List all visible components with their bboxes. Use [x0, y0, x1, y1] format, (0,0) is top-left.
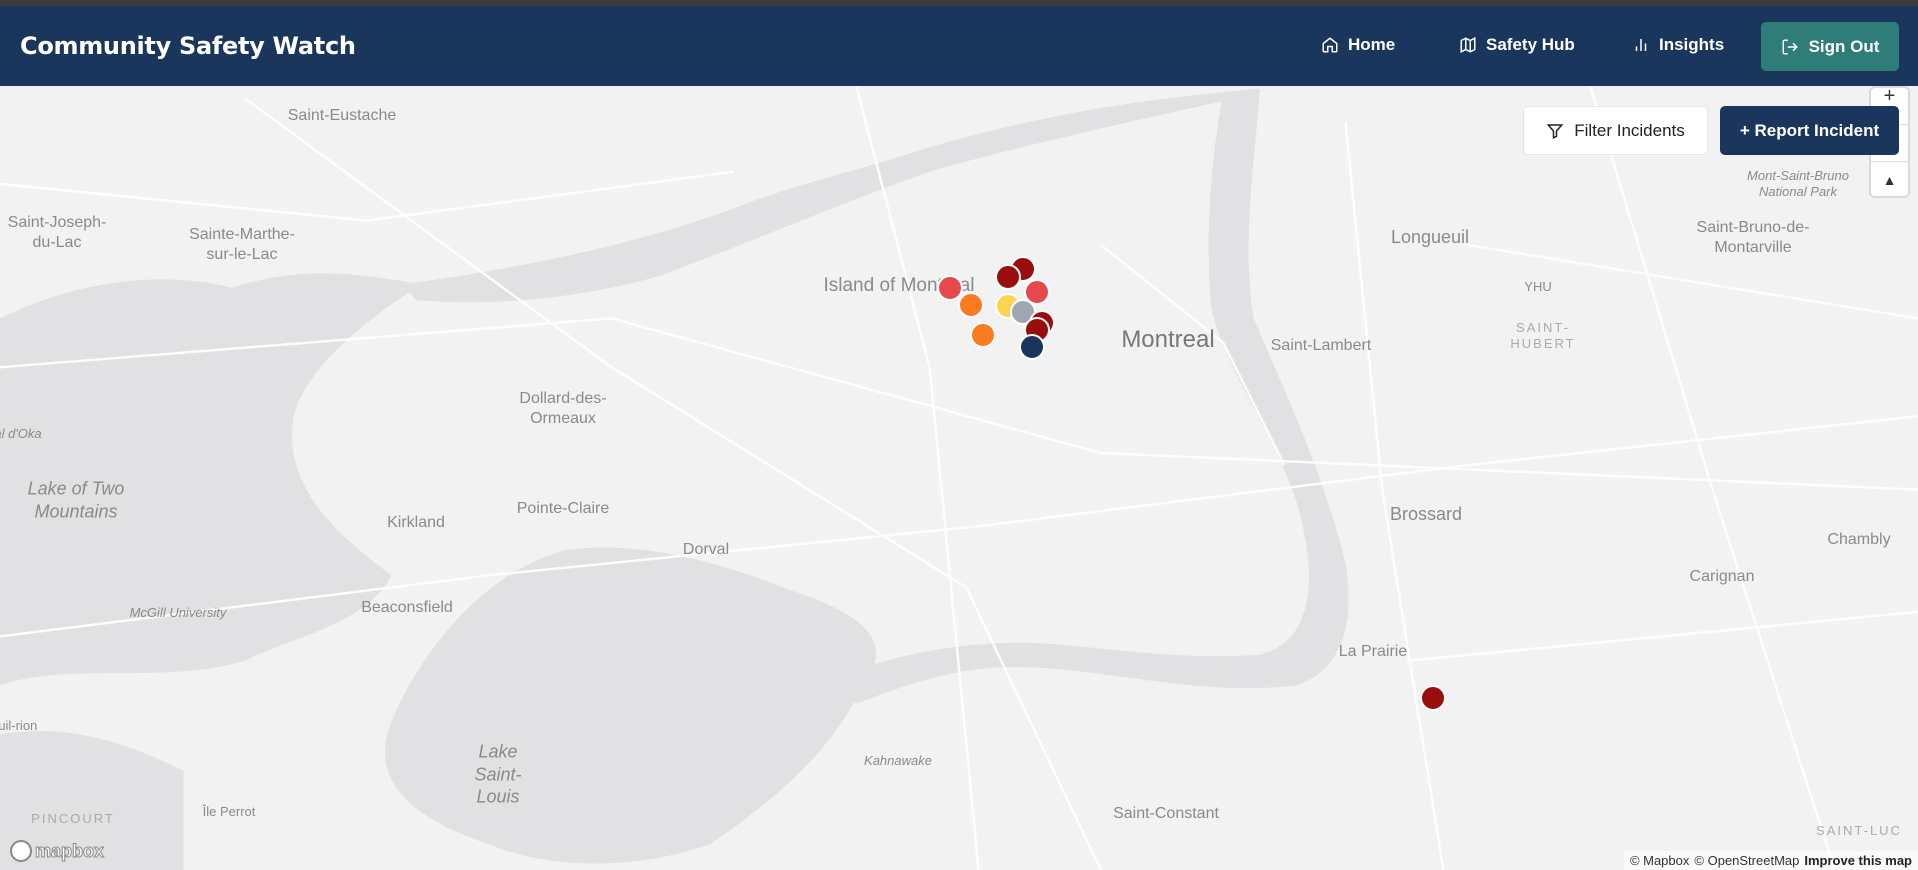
incident-marker-red[interactable] [937, 275, 963, 301]
map-basemap [0, 86, 1918, 870]
map-label: SAINT-HUBERT [1510, 319, 1576, 351]
mapbox-logo[interactable]: mapbox [10, 840, 105, 862]
map-label: Île Perrot [202, 803, 256, 819]
map-label: Lake of Two Mountains [27, 478, 125, 522]
incident-marker-navy[interactable] [1019, 334, 1045, 360]
window-top-strip [0, 0, 1918, 6]
map-label: Chambly [1827, 531, 1891, 548]
map-label: McGill University [129, 604, 227, 620]
map-label: PINCOURT [31, 810, 115, 826]
incident-marker-darkred[interactable] [995, 264, 1021, 290]
compass-button[interactable]: ▲ [1882, 172, 1897, 188]
nav-insights-label: Insights [1659, 35, 1725, 54]
app-title: Community Safety Watch [20, 32, 356, 60]
map-label: Mont-Saint-Bruno National Park [1747, 167, 1849, 199]
report-incident-button[interactable]: + Report Incident [1720, 106, 1899, 155]
osm-attribution-link[interactable]: © OpenStreetMap [1694, 853, 1800, 868]
incident-map[interactable]: Saint-Eustache Saint-Joseph-du-Lac Saint… [0, 86, 1918, 870]
map-label: Island of Montreal [823, 275, 975, 297]
map-label: Longueuil [1390, 226, 1470, 247]
incident-marker-orange[interactable] [958, 292, 984, 318]
map-label: Sainte-Marthe-sur-le-Lac [189, 226, 295, 263]
mapbox-attribution-link[interactable]: © Mapbox [1629, 853, 1690, 868]
bar-chart-icon [1635, 39, 1647, 51]
map-label: reuil-rion [0, 717, 38, 733]
map-label: Kahnawake [864, 752, 932, 768]
map-label: Saint-Eustache [287, 107, 397, 124]
map-label: Brossard [1389, 503, 1463, 524]
filter-incidents-button[interactable]: Filter Incidents [1523, 106, 1708, 155]
navbar: Community Safety Watch Home Safety Hub I… [0, 6, 1918, 86]
sign-out-button[interactable]: Sign Out [1761, 22, 1899, 71]
map-icon [1460, 37, 1476, 53]
mapbox-logo-text: mapbox [34, 840, 105, 861]
map-label: Montreal [1121, 326, 1215, 353]
incident-marker-darkred[interactable] [1420, 685, 1446, 711]
map-label: Kirkland [387, 514, 445, 531]
nav-safety-hub[interactable]: Safety Hub [1459, 35, 1575, 55]
nav-insights[interactable]: Insights [1632, 35, 1724, 55]
improve-map-link[interactable]: Improve this map [1804, 853, 1912, 868]
map-label: Saint-Bruno-de-Montarville [1696, 219, 1810, 256]
sign-out-label: Sign Out [1808, 36, 1880, 56]
map-label: Pointe-Claire [516, 500, 610, 517]
map-label: Saint-Constant [1113, 805, 1219, 822]
map-label: SAINT-LUC [1816, 822, 1902, 838]
map-attribution: © Mapbox © OpenStreetMap Improve this ma… [1623, 851, 1918, 870]
filter-label: Filter Incidents [1574, 120, 1685, 140]
map-label: Carignan [1689, 568, 1755, 585]
map-label: Dorval [682, 541, 730, 558]
nav-home-label: Home [1348, 35, 1396, 54]
map-label: Saint-Lambert [1270, 337, 1372, 354]
map-label: Beaconsfield [361, 599, 453, 616]
nav-home[interactable]: Home [1321, 35, 1395, 55]
map-label: al d'Oka [0, 425, 42, 441]
map-label: YHU [1524, 278, 1552, 294]
map-label: Dollard-des-Ormeaux [519, 390, 607, 427]
mapbox-logo-icon [10, 840, 32, 862]
report-label: + Report Incident [1739, 120, 1880, 140]
map-label: Lake Saint-Louis [474, 741, 522, 807]
map-label: Saint-Joseph-du-Lac [7, 214, 107, 251]
map-label: La Prairie [1338, 643, 1408, 660]
filter-icon [1546, 123, 1564, 139]
incident-marker-orange[interactable] [970, 322, 996, 348]
nav-safety-hub-label: Safety Hub [1486, 35, 1575, 54]
log-out-icon [1782, 39, 1798, 54]
zoom-out-button[interactable] [1871, 125, 1908, 162]
home-icon [1322, 37, 1338, 53]
